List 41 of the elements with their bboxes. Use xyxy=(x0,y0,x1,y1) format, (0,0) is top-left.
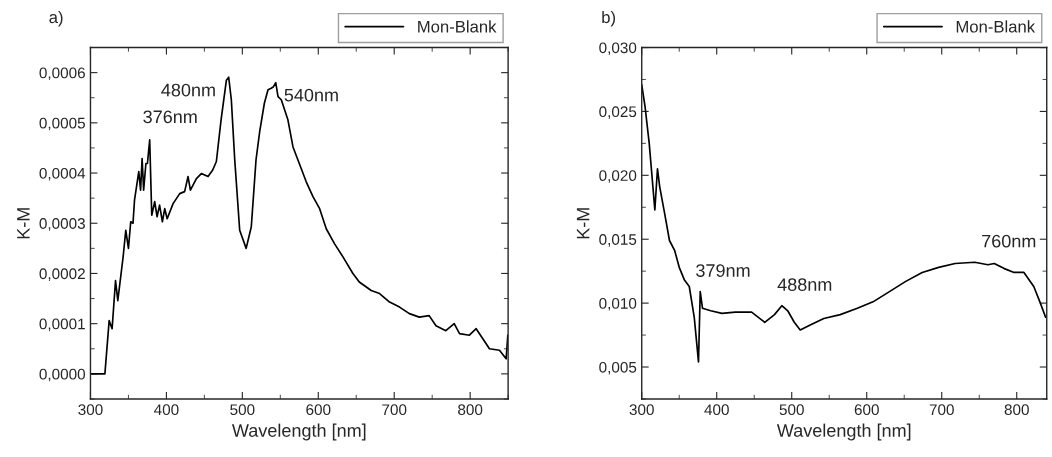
annotation: 379nm xyxy=(696,264,750,277)
y-tick-label: 0,015 xyxy=(599,234,637,247)
y-tick-label: 0,025 xyxy=(599,106,637,119)
x-axis-title: Wavelength [nm] xyxy=(231,423,366,441)
x-tick-label: 300 xyxy=(78,404,103,416)
annotation: 760nm xyxy=(982,234,1036,248)
y-tick-label: 0,020 xyxy=(599,170,637,183)
x-tick-label: 600 xyxy=(306,404,331,416)
annotation: 488nm xyxy=(777,278,832,291)
legend-label: Mon-Blank xyxy=(956,20,1036,33)
x-tick-label: 700 xyxy=(382,404,407,416)
x-tick-label: 400 xyxy=(704,404,729,416)
y-tick-label: 0,0004 xyxy=(39,167,86,181)
x-tick-label: 800 xyxy=(1004,404,1029,416)
y-tick-label: 0,0000 xyxy=(39,368,86,382)
text: a) xyxy=(49,10,63,27)
line-series xyxy=(90,76,509,375)
x-tick-label: 800 xyxy=(458,404,483,416)
x-tick-label: 500 xyxy=(779,404,804,416)
x-tick-label: 700 xyxy=(929,404,954,416)
text: b) xyxy=(602,10,615,27)
line-series xyxy=(641,83,1047,363)
y-tick-label: 0,0003 xyxy=(39,218,85,231)
y-axis-title: K-M xyxy=(17,208,30,239)
x-tick-label: 300 xyxy=(629,404,654,416)
y-tick-label: 0,0002 xyxy=(39,268,85,281)
y-tick-label: 0,0001 xyxy=(39,318,85,332)
y-axis-title: K-M xyxy=(576,208,590,239)
annotation: 480nm xyxy=(161,83,215,97)
x-axis-title: Wavelength [nm] xyxy=(776,423,911,441)
y-tick-label: 0,005 xyxy=(599,361,637,375)
y-tick-label: 0,0006 xyxy=(39,67,85,81)
annotation: 540nm xyxy=(284,88,338,102)
x-tick-label: 600 xyxy=(854,404,879,416)
x-tick-label: 400 xyxy=(154,404,179,416)
y-tick-label: 0,0005 xyxy=(39,117,85,131)
x-tick-label: 500 xyxy=(230,404,255,416)
y-tick-label: 0,030 xyxy=(599,42,637,56)
y-tick-label: 0,010 xyxy=(599,297,637,311)
legend-label: Mon-Blank xyxy=(418,20,497,33)
annotation: 376nm xyxy=(143,110,197,124)
